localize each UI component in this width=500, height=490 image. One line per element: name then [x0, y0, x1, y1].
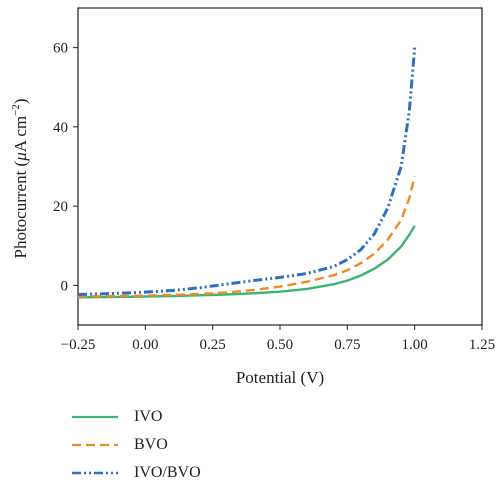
y-axis-title-mu: μ — [11, 152, 30, 162]
y-tick-label: 20 — [53, 199, 68, 215]
series-layer — [77, 47, 417, 299]
legend-label-ivo: IVO — [134, 408, 163, 425]
x-tick-label: −0.25 — [61, 337, 96, 353]
legend-item-ivo: IVO — [72, 403, 292, 431]
legend-item-bvo: BVO — [72, 431, 292, 459]
y-axis-title-part: Photocurrent ( — [11, 160, 30, 258]
y-tick-label: 40 — [53, 120, 68, 136]
x-tick-label: 0.00 — [132, 337, 158, 353]
legend-item-ivo-bvo: IVO/BVO — [72, 459, 292, 487]
y-tick-label: 0 — [61, 278, 69, 294]
x-tick-label: 0.50 — [267, 337, 293, 353]
series-line-bvo — [77, 176, 416, 298]
legend-label-bvo: BVO — [134, 436, 168, 453]
y-axis-title-part: ) — [11, 98, 30, 104]
x-axis-ticks: −0.25 0.00 0.25 0.50 0.75 1.00 1.25 — [61, 325, 495, 353]
legend-swatch-ivo-bvo — [72, 468, 118, 478]
series-line-ivo-bvo — [77, 47, 417, 296]
x-tick-label: 0.75 — [334, 337, 360, 353]
y-axis-title-part: A cm — [11, 116, 30, 152]
legend-swatch-ivo — [72, 412, 118, 422]
y-tick-label: 60 — [53, 41, 68, 57]
x-axis-title: Potential (V) — [236, 368, 324, 387]
chart-svg: −0.25 0.00 0.25 0.50 0.75 1.00 1.25 0 20 40 60 Po… — [10, 7, 495, 387]
x-tick-label: 1.25 — [469, 337, 495, 353]
y-axis-title-superscript: −2 — [10, 104, 22, 116]
legend-label-ivo-bvo: IVO/BVO — [134, 464, 201, 481]
y-axis-ticks: 0 20 40 60 — [53, 41, 78, 294]
y-axis-title: Photocurrent (μA cm−2) — [10, 98, 30, 258]
legend-swatch-bvo — [72, 440, 118, 450]
x-tick-label: 1.00 — [402, 337, 428, 353]
legend: IVO BVO IVO/BVO — [72, 403, 292, 487]
x-tick-label: 0.25 — [200, 337, 226, 353]
series-line-ivo — [77, 225, 416, 299]
